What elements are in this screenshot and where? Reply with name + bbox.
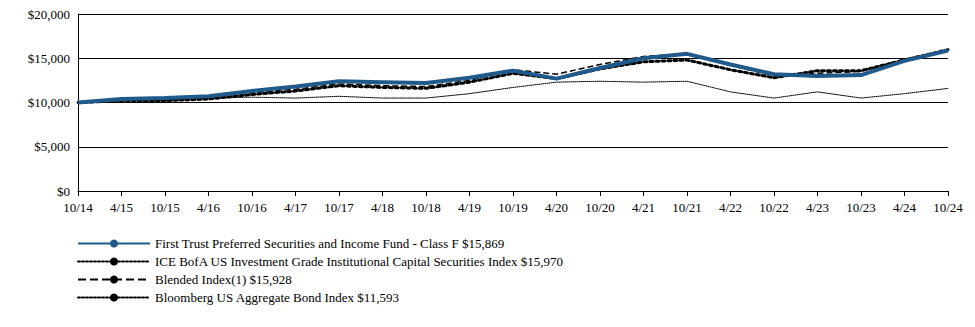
svg-text:$10,000: $10,000 [28,95,70,110]
svg-text:4/16: 4/16 [197,200,221,215]
svg-text:$20,000: $20,000 [28,7,70,22]
svg-text:10/21: 10/21 [672,200,702,215]
svg-text:Blended Index(1) $15,928: Blended Index(1) $15,928 [155,272,292,287]
svg-text:4/24: 4/24 [893,200,917,215]
svg-text:10/18: 10/18 [411,200,441,215]
svg-text:ICE BofA US Investment Grade I: ICE BofA US Investment Grade Institution… [155,254,563,269]
svg-text:4/23: 4/23 [806,200,829,215]
svg-text:$0: $0 [57,184,70,199]
svg-text:$15,000: $15,000 [28,51,70,66]
svg-text:10/22: 10/22 [759,200,789,215]
svg-text:10/14: 10/14 [63,200,93,215]
svg-text:4/18: 4/18 [371,200,394,215]
svg-text:4/17: 4/17 [284,200,308,215]
svg-text:10/23: 10/23 [846,200,876,215]
svg-text:10/17: 10/17 [324,200,354,215]
svg-text:$5,000: $5,000 [34,139,70,154]
svg-text:4/22: 4/22 [719,200,742,215]
svg-text:10/16: 10/16 [237,200,267,215]
svg-text:10/20: 10/20 [585,200,615,215]
svg-text:4/20: 4/20 [545,200,568,215]
svg-text:10/15: 10/15 [150,200,180,215]
svg-text:4/21: 4/21 [632,200,655,215]
svg-text:Bloomberg US Aggregate Bond In: Bloomberg US Aggregate Bond Index $11,59… [155,290,399,305]
svg-text:4/19: 4/19 [458,200,481,215]
svg-text:4/15: 4/15 [110,200,133,215]
svg-text:First Trust Preferred Securiti: First Trust Preferred Securities and Inc… [155,236,504,251]
svg-text:10/19: 10/19 [498,200,528,215]
svg-text:10/24: 10/24 [933,200,963,215]
